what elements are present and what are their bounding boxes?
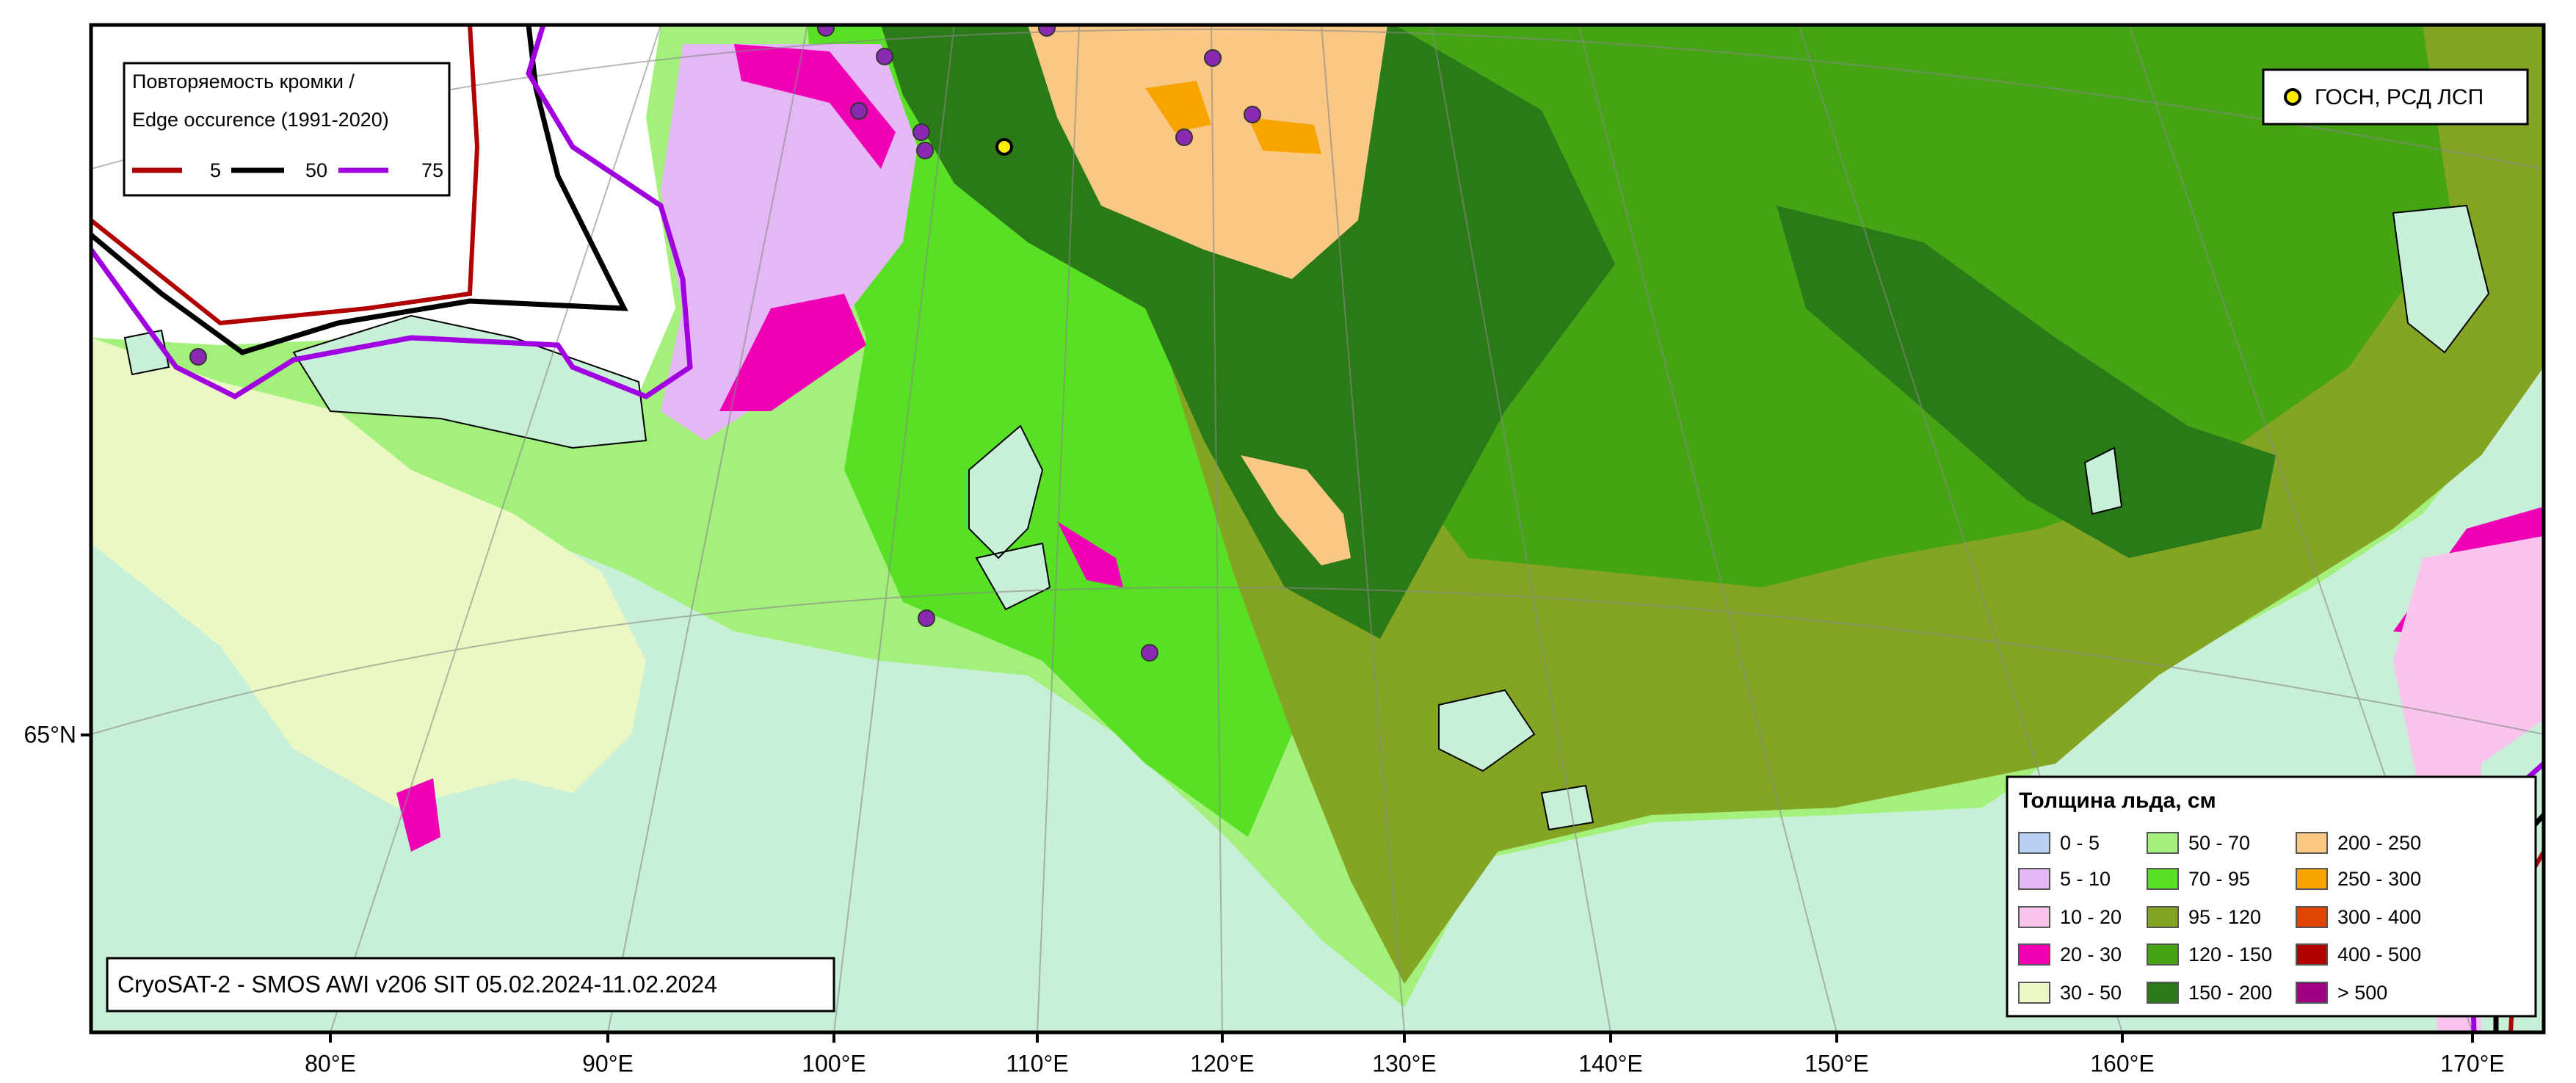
thickness-swatch (2147, 832, 2179, 854)
thickness-label: 400 - 500 (2337, 943, 2421, 966)
thickness-label: > 500 (2337, 982, 2387, 1004)
edge-legend-title: Повторяемость кромки / (132, 70, 355, 93)
station-legend-box (2262, 68, 2529, 126)
edge-legend-label: 50 (305, 159, 327, 181)
thickness-swatch (2147, 868, 2179, 890)
station-gosn (995, 138, 1013, 156)
edge-legend-label: 75 (421, 159, 443, 181)
thickness-swatch (2018, 832, 2050, 854)
thickness-swatch (2147, 906, 2179, 928)
lat-label: 65°N (24, 721, 77, 747)
thickness-label: 250 - 300 (2337, 868, 2421, 890)
thickness-label: 50 - 70 (2188, 832, 2250, 854)
thickness-swatch (2018, 982, 2050, 1004)
station-legend-marker (2284, 88, 2301, 106)
thickness-swatch (2296, 832, 2328, 854)
thickness-swatch (2296, 943, 2328, 966)
edge-legend: Повторяемость кромки / Edge occurence (19… (132, 70, 443, 181)
edge-line-50 (91, 25, 628, 355)
lon-label: 160°E (2090, 1050, 2155, 1076)
thickness-label: 200 - 250 (2337, 832, 2421, 854)
edge-line-5 (91, 25, 480, 326)
ice-250-300 (1145, 81, 1321, 154)
thickness-label: 70 - 95 (2188, 868, 2250, 890)
thickness-swatch (2296, 982, 2328, 1004)
ice-70-95 (808, 25, 1292, 837)
ice-30-50 (91, 338, 646, 808)
thickness-swatch (2018, 906, 2050, 928)
thickness-legend-box (2006, 775, 2537, 1018)
thickness-label: 30 - 50 (2060, 982, 2122, 1004)
thickness-swatch (2018, 943, 2050, 966)
thickness-label: 5 - 10 (2060, 868, 2111, 890)
lon-label: 90°E (582, 1050, 634, 1076)
station-dots (189, 25, 1261, 662)
edge-line-75 (91, 25, 693, 400)
thickness-label: 120 - 150 (2188, 943, 2272, 966)
lon-label: 140°E (1578, 1050, 1643, 1076)
ice-200-250 (1241, 455, 1351, 565)
thickness-swatch (2018, 868, 2050, 890)
station-legend-label: ГОСН, РСД ЛСП (2315, 85, 2484, 109)
thickness-label: 150 - 200 (2188, 982, 2272, 1004)
map-frame (89, 23, 2546, 1035)
thickness-legend-title: Толщина льда, см (2019, 789, 2216, 813)
thickness-swatch (2147, 943, 2179, 966)
map-body (91, 25, 2544, 1032)
edge-legend-box (123, 62, 451, 197)
lon-label: 100°E (802, 1050, 866, 1076)
lon-label: 120°E (1190, 1050, 1255, 1076)
thickness-label: 300 - 400 (2337, 906, 2421, 928)
ice-150-200 (1777, 206, 2276, 558)
thickness-label: 20 - 30 (2060, 943, 2122, 966)
lon-label: 110°E (1006, 1050, 1068, 1076)
thickness-label: 10 - 20 (2060, 906, 2122, 928)
thickness-legend: 0 - 5 5 - 10 10 - 20 20 - 30 30 - 50 50 - 70 7… (2018, 832, 2421, 1004)
thickness-swatch (2147, 982, 2179, 1004)
lon-ticks: 80°E 90°E 100°E 110°E 120°E 130°E 140°E 150°E 16… (305, 1032, 2505, 1076)
ice-200-250 (1028, 25, 1387, 279)
caption-box (106, 957, 835, 1013)
thickness-label: 0 - 5 (2060, 832, 2100, 854)
lon-label: 170°E (2440, 1050, 2505, 1076)
island (123, 204, 2490, 831)
caption: CryoSAT-2 - SMOS AWI v206 SIT 05.02.2024… (117, 971, 717, 997)
edge-legend-title: Edge occurence (1991-2020) (132, 109, 389, 131)
ice-5-10 (661, 44, 918, 441)
thickness-label: 95 - 120 (2188, 906, 2261, 928)
lon-label: 150°E (1804, 1050, 1869, 1076)
thickness-swatch (2296, 906, 2328, 928)
lon-label: 130°E (1372, 1050, 1437, 1076)
lon-label: 80°E (305, 1050, 356, 1076)
ice-150-200 (881, 25, 1615, 639)
edge-legend-label: 5 (210, 159, 221, 181)
thickness-swatch (2296, 868, 2328, 890)
